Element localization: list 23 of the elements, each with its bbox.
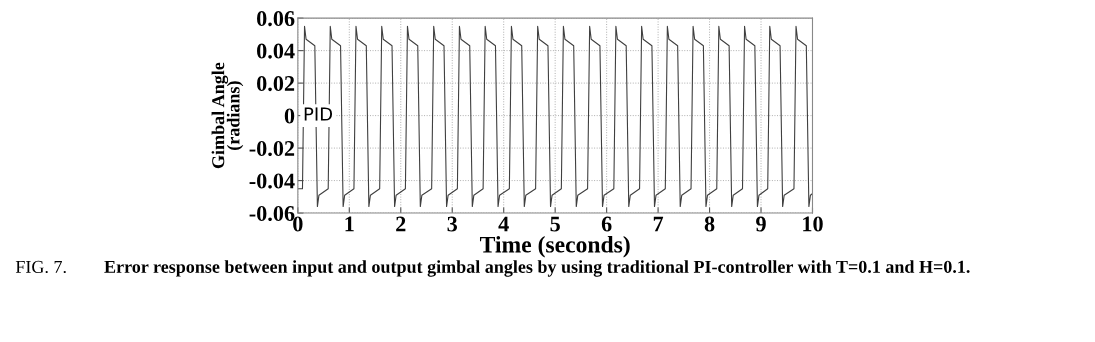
line-series [297,25,813,208]
x-tick-label: 8 [704,216,715,232]
x-tick-label: 9 [756,216,766,232]
y-tick-label: -0.06 [249,206,295,222]
y-tick-label: 0.06 [257,11,295,27]
y-tick-label: 0.04 [257,43,295,59]
y-tick-label: 0 [284,108,295,124]
y-tick-label: 0.02 [257,76,295,92]
x-axis-title: Time (seconds) [479,236,630,258]
caption: FIG. 7. [15,260,66,274]
x-tick-label: 7 [653,216,664,232]
text: Error response between input and output gimbal angles by using traditional PI-controller with T=0.1 and H=0.1. [104,260,970,277]
y-tick-label: -0.04 [249,173,295,189]
x-tick-label: 3 [447,216,458,232]
y-axis-title: Gimbal Angle (radians) [211,62,244,169]
x-tick-label: 10 [803,216,823,232]
x-tick-label: 4 [498,216,509,232]
x-tick-label: 2 [396,216,406,232]
annotation: PID [304,107,333,121]
x-tick-label: 6 [601,216,612,232]
y-tick-label: -0.02 [249,141,295,157]
x-tick-label: 5 [550,216,560,232]
x-tick-label: 1 [345,216,354,232]
